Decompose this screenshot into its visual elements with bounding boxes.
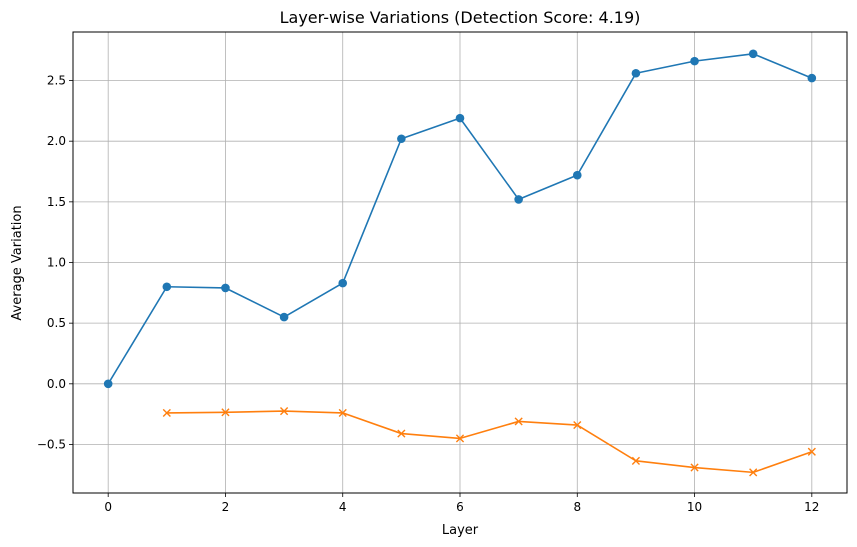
data-point (748, 49, 758, 59)
series-2-line (166, 410, 813, 474)
data-point (631, 456, 641, 465)
series-layer (103, 49, 817, 477)
data-point (397, 134, 406, 144)
x-tick-label: 8 (573, 500, 581, 514)
ticks: 0 2 4 6 8 10 12 −0.5 0.0 0.5 1.0 1.5 2.0 2.5 (37, 74, 820, 514)
x-tick-label: 0 (104, 500, 112, 514)
x-tick-label: 6 (456, 500, 464, 514)
x-tick-label: 4 (339, 500, 347, 514)
data-point (279, 407, 289, 416)
y-tick-label: 2.5 (47, 74, 66, 88)
data-point (455, 113, 465, 123)
y-tick-label: 2.0 (47, 134, 66, 148)
series-2 (162, 407, 816, 477)
data-point (514, 417, 523, 426)
data-point (162, 408, 171, 418)
data-point (807, 73, 817, 83)
y-tick-label: 1.0 (47, 256, 66, 270)
grid (73, 32, 847, 493)
y-axis-label: Average Variation (10, 205, 25, 320)
data-point (338, 408, 347, 418)
data-point (162, 282, 172, 292)
data-point (514, 195, 523, 204)
data-point (690, 56, 699, 66)
data-point (455, 434, 465, 443)
data-point (631, 68, 641, 78)
x-axis-label: Layer (442, 523, 479, 538)
data-point (221, 408, 230, 417)
y-tick-label: 0.0 (47, 377, 66, 391)
x-tick-label: 12 (804, 500, 819, 514)
data-point (338, 278, 348, 288)
data-point (573, 420, 582, 430)
data-point (103, 379, 113, 389)
x-tick-label: 10 (687, 500, 702, 514)
data-point (221, 283, 230, 293)
y-tick-label: 0.5 (47, 316, 66, 330)
data-point (572, 170, 582, 180)
y-tick-label: 1.5 (47, 195, 66, 209)
data-point (397, 429, 406, 438)
data-point (807, 447, 816, 456)
y-tick-label: −0.5 (37, 437, 66, 451)
x-tick-label: 2 (222, 500, 230, 514)
series-1 (103, 49, 817, 389)
data-point (749, 468, 758, 477)
data-point (690, 463, 699, 472)
data-point (279, 312, 289, 322)
chart-title: Layer-wise Variations (Detection Score: … (280, 8, 641, 27)
